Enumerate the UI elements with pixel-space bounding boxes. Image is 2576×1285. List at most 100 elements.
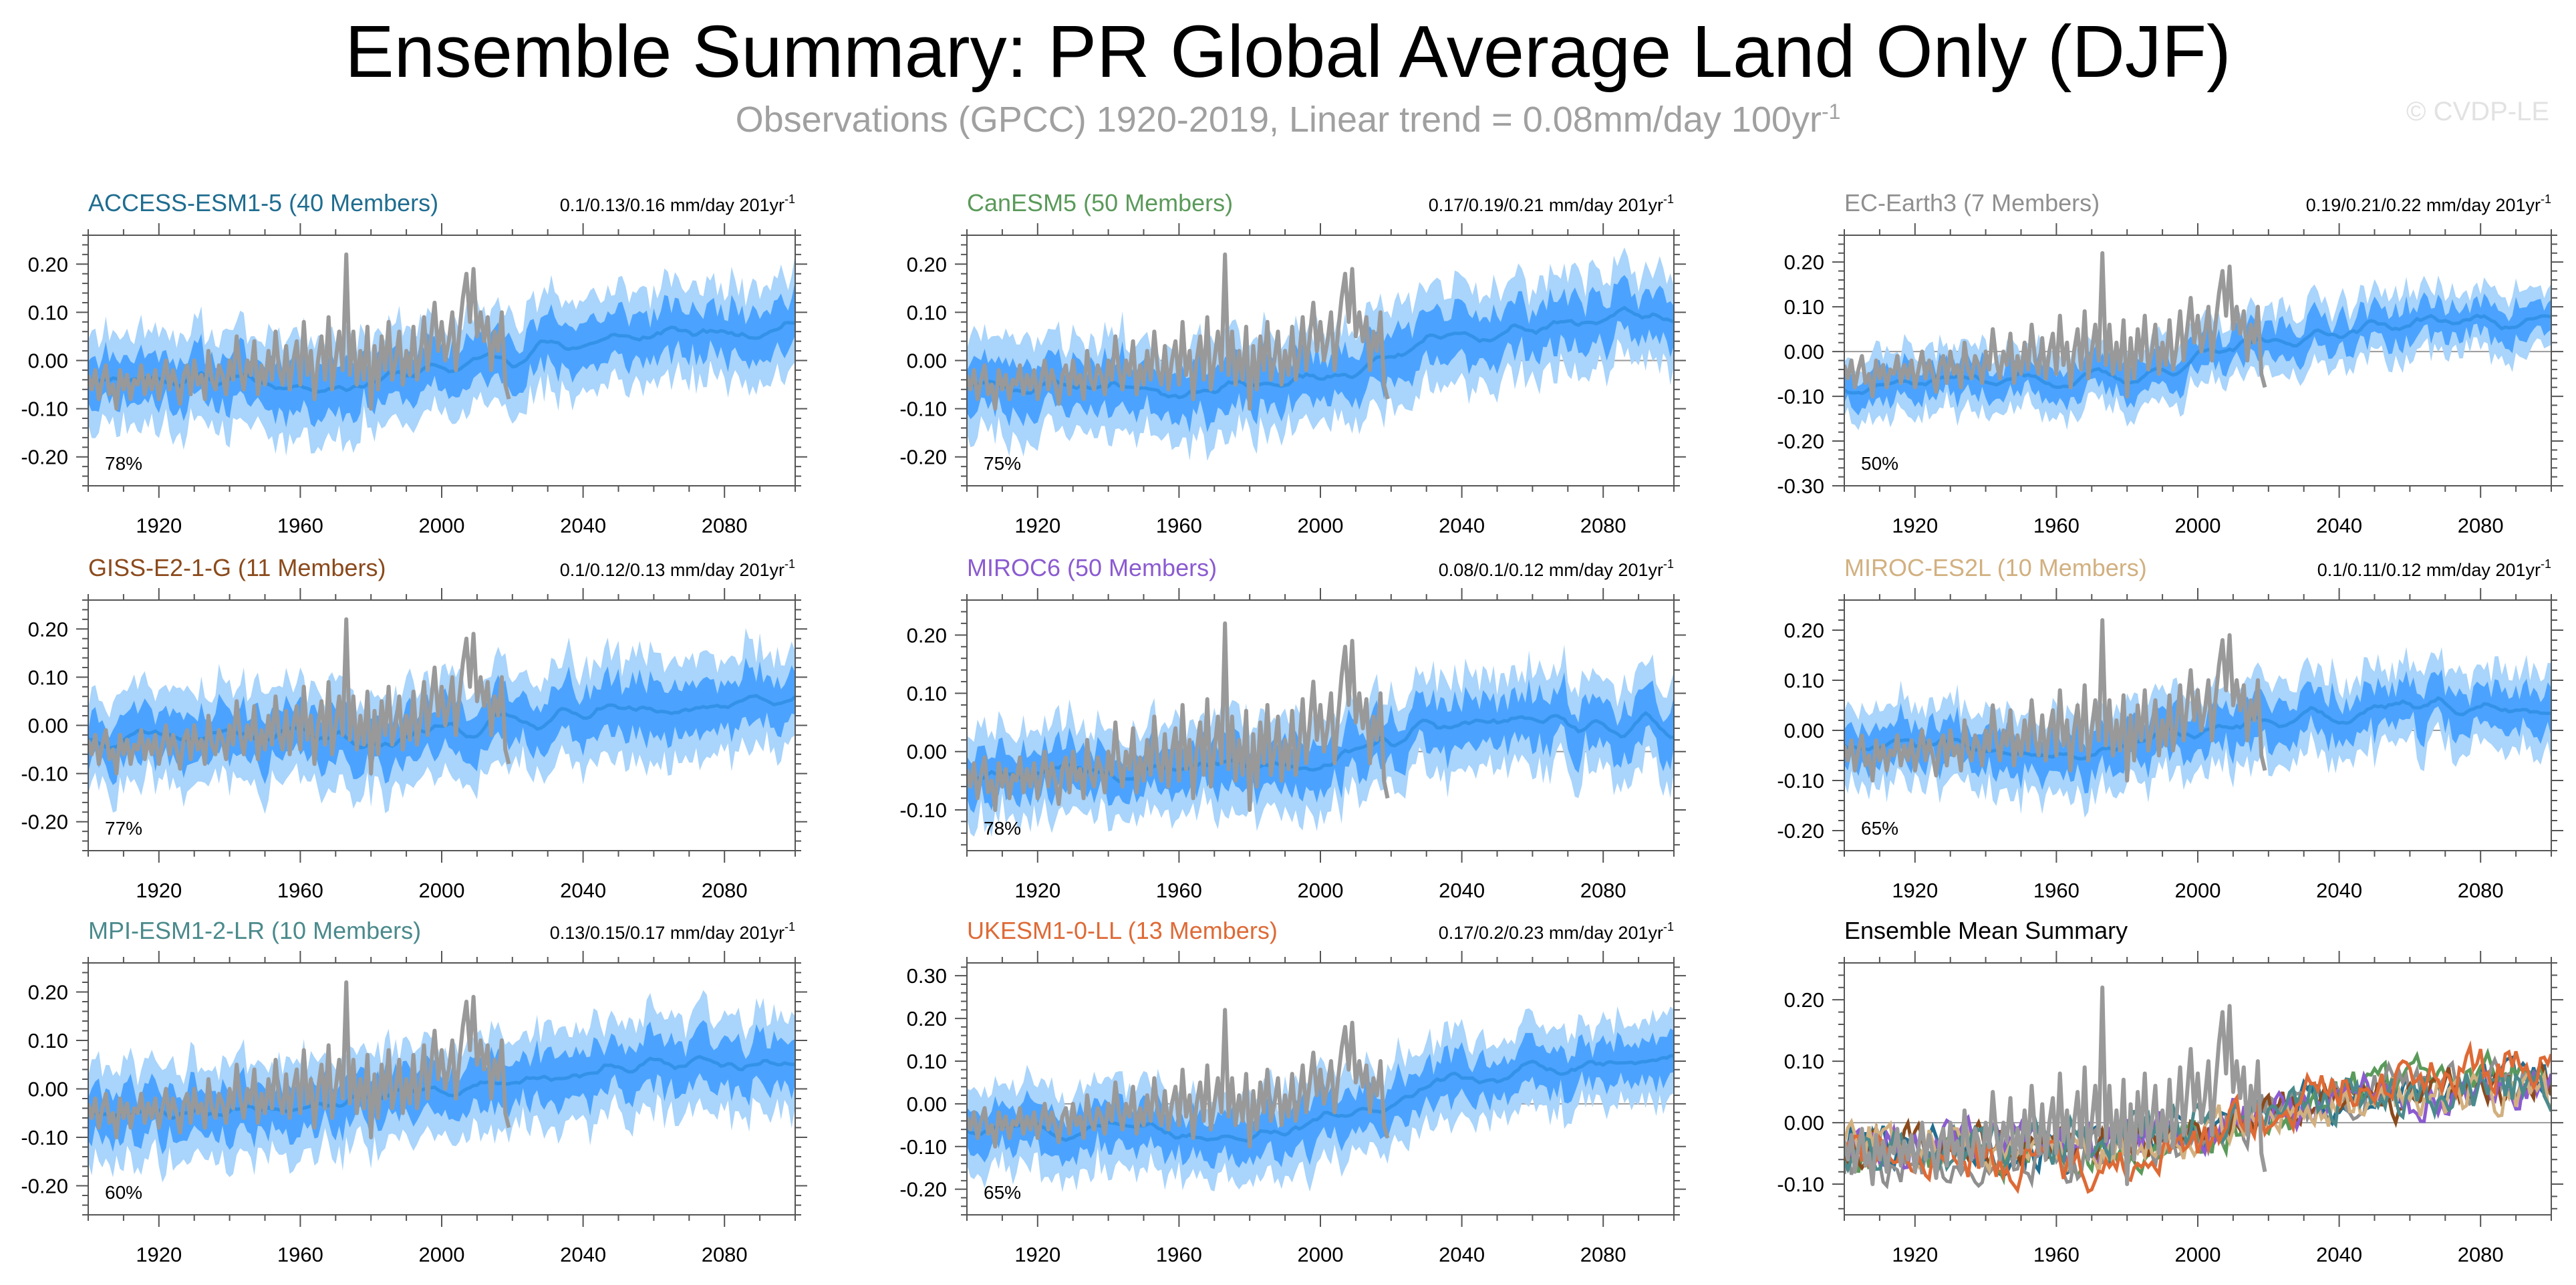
- trend-superscript: -1: [2541, 192, 2551, 206]
- panel-title: Ensemble Mean Summary: [1844, 917, 2128, 944]
- y-tick-label: -0.10: [899, 398, 947, 421]
- panel-title: MIROC-ES2L (10 Members): [1844, 554, 2147, 581]
- panel-percent: 78%: [105, 453, 142, 474]
- panel-miroc-es2l: 1920 1960 2000 2040 2080 0.20 0.10 0.00 -0.10 -0.…: [1777, 554, 2563, 902]
- y-tick-label: -0.20: [1777, 819, 1824, 843]
- y-tick-label: 0.00: [907, 740, 947, 764]
- y-tick-label: -0.30: [1777, 474, 1824, 498]
- y-tick-label: 0.20: [28, 617, 68, 641]
- plot-area: [967, 621, 1674, 837]
- x-tick-label: 1960: [277, 879, 323, 902]
- y-tick-label: 0.00: [1784, 340, 1824, 364]
- plot-area: [88, 980, 795, 1183]
- x-tick-label: 1960: [1156, 1243, 1202, 1266]
- x-tick-label: 2040: [1439, 879, 1485, 902]
- panel-trend: 0.19/0.21/0.22 mm/day 201yr-1: [2306, 192, 2551, 215]
- x-tick-label: 2000: [419, 1243, 465, 1266]
- y-tick-label: -0.20: [899, 1178, 947, 1201]
- y-tick-label: 0.10: [1784, 295, 1824, 319]
- x-tick-label: 2000: [1298, 1243, 1344, 1266]
- x-tick-label: 2040: [560, 1243, 606, 1266]
- panel-title: ACCESS-ESM1-5 (40 Members): [88, 189, 438, 217]
- trend-superscript: -1: [1663, 557, 1674, 571]
- x-tick-label: 1960: [2033, 514, 2080, 537]
- panel-title: MPI-ESM1-2-LR (10 Members): [88, 917, 421, 944]
- trend-superscript: -1: [784, 557, 795, 571]
- x-tick-label: 2000: [2175, 1243, 2221, 1266]
- inner-spread-band: [1844, 669, 2551, 794]
- x-tick-label: 2080: [2458, 879, 2504, 902]
- plot-area: [1844, 618, 2551, 818]
- panel-percent: 75%: [984, 453, 1021, 474]
- trend-text: 0.08/0.1/0.12 mm/day 201yr: [1439, 560, 1663, 580]
- panel-trend: 0.17/0.2/0.23 mm/day 201yr-1: [1439, 920, 1674, 943]
- y-tick-label: 0.00: [28, 714, 68, 738]
- panel-percent: 60%: [105, 1182, 142, 1203]
- x-tick-label: 2040: [2316, 879, 2362, 902]
- plot-area: [967, 1006, 1674, 1192]
- trend-superscript: -1: [2541, 557, 2551, 571]
- x-tick-label: 1920: [136, 514, 182, 537]
- observations-line: [967, 621, 1390, 812]
- x-tick-label: 2080: [702, 879, 748, 902]
- x-tick-label: 2000: [1298, 879, 1344, 902]
- y-tick-label: 0.00: [907, 349, 947, 373]
- observations-line: [88, 980, 511, 1139]
- x-tick-label: 2080: [2458, 1243, 2504, 1266]
- page-title: Ensemble Summary: PR Global Average Land…: [345, 11, 2231, 93]
- subtitle-superscript: -1: [1821, 100, 1841, 124]
- inner-spread-band: [88, 1020, 795, 1155]
- series-line-ukesm1-0-ll: [1844, 1040, 2551, 1194]
- y-tick-label: 0.10: [1784, 1050, 1824, 1073]
- x-tick-label: 2000: [419, 879, 465, 902]
- x-tick-label: 2080: [1580, 879, 1626, 902]
- y-tick-label: -0.10: [21, 762, 68, 786]
- y-tick-label: -0.20: [21, 811, 68, 834]
- panel-trend: 0.1/0.13/0.16 mm/day 201yr-1: [560, 192, 795, 215]
- y-tick-label: 0.20: [1784, 251, 1824, 274]
- credit-watermark: © CVDP-LE: [2406, 97, 2549, 126]
- y-tick-label: 0.20: [907, 253, 947, 276]
- inner-spread-band: [967, 275, 1674, 433]
- panel-percent: 50%: [1861, 453, 1898, 474]
- x-tick-label: 1920: [1892, 514, 1938, 537]
- inner-spread-band: [88, 658, 795, 785]
- y-tick-label: -0.20: [21, 446, 68, 469]
- panel-giss-e2-1-g: 1920 1960 2000 2040 2080 0.20 0.10 0.00 -0.10 -0.…: [21, 554, 807, 902]
- x-tick-label: 2000: [419, 514, 465, 537]
- panel-mpi-esm1-2-lr: 1920 1960 2000 2040 2080 0.20 0.10 0.00 -0.10 -0.…: [21, 917, 807, 1266]
- x-tick-label: 2000: [1298, 514, 1344, 537]
- y-tick-label: 0.10: [907, 682, 947, 706]
- x-tick-label: 2040: [560, 879, 606, 902]
- y-tick-label: 0.20: [1784, 619, 1824, 642]
- x-tick-label: 1960: [277, 514, 323, 537]
- y-tick-label: 0.30: [907, 964, 947, 988]
- y-tick-label: 0.20: [28, 253, 68, 276]
- x-tick-label: 1920: [136, 1243, 182, 1266]
- x-tick-label: 2040: [2316, 514, 2362, 537]
- x-tick-label: 2080: [1580, 514, 1626, 537]
- observations-line: [1844, 251, 2267, 399]
- panel-title: MIROC6 (50 Members): [967, 554, 1217, 581]
- y-tick-label: 0.20: [907, 623, 947, 647]
- plot-area: [1844, 251, 2551, 430]
- y-tick-label: 0.10: [28, 301, 68, 324]
- plot-area: [1844, 985, 2551, 1194]
- trend-text: 0.17/0.19/0.21 mm/day 201yr: [1429, 195, 1663, 215]
- y-tick-label: -0.10: [1777, 769, 1824, 793]
- y-tick-label: -0.10: [899, 1135, 947, 1159]
- y-tick-label: -0.20: [21, 1175, 68, 1198]
- y-tick-label: 0.00: [1784, 1111, 1824, 1135]
- panel-title: CanESM5 (50 Members): [967, 189, 1233, 217]
- y-tick-label: -0.10: [1777, 1173, 1824, 1196]
- trend-text: 0.17/0.2/0.23 mm/day 201yr: [1439, 923, 1663, 943]
- y-tick-label: 0.00: [28, 1078, 68, 1101]
- panel-trend: 0.08/0.1/0.12 mm/day 201yr-1: [1439, 557, 1674, 580]
- y-tick-label: -0.20: [1777, 430, 1824, 453]
- panel-ensemble-mean-summary: 1920 1960 2000 2040 2080 0.20 0.10 0.00 -0.10 Ens…: [1777, 917, 2563, 1266]
- x-tick-label: 2040: [1439, 514, 1485, 537]
- y-tick-label: -0.20: [899, 446, 947, 469]
- x-tick-label: 1920: [1892, 879, 1938, 902]
- inner-spread-band: [88, 281, 795, 428]
- x-tick-label: 2080: [2458, 514, 2504, 537]
